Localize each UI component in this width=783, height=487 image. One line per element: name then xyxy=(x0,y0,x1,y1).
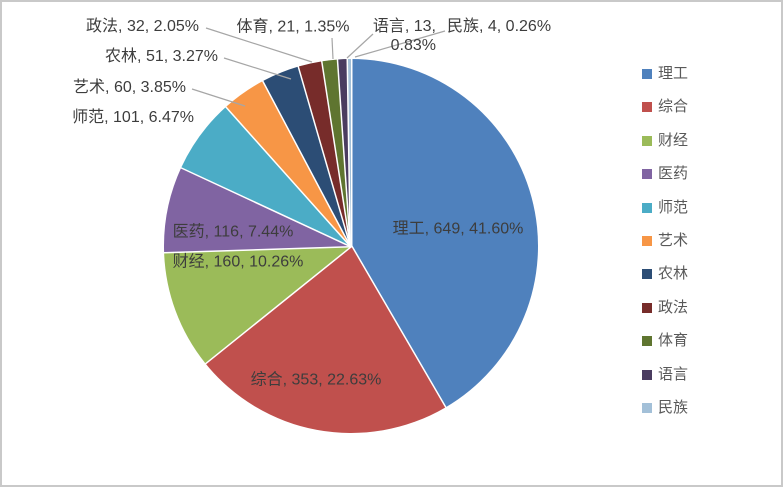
data-label-7: 政法, 32, 2.05% xyxy=(86,18,199,35)
legend-label: 综合 xyxy=(658,98,689,116)
pie-slice-1[interactable] xyxy=(203,244,447,435)
data-label-2: 财经, 160, 10.26% xyxy=(172,253,304,271)
legend-label: 艺术 xyxy=(658,232,689,249)
legend-label: 财经 xyxy=(658,131,689,149)
legend-item-7[interactable]: 政法 xyxy=(642,298,688,318)
legend-item-3[interactable]: 医药 xyxy=(642,164,688,184)
legend-swatch-icon xyxy=(642,336,652,347)
legend-item-1[interactable]: 综合 xyxy=(642,97,688,117)
legend-item-2[interactable]: 财经 xyxy=(642,131,688,151)
legend-label: 医药 xyxy=(658,165,689,183)
leader-line-7 xyxy=(205,27,313,63)
legend-label: 民族 xyxy=(658,399,689,416)
data-label-3: 医药, 116, 7.44% xyxy=(172,223,294,241)
legend-item-6[interactable]: 农林 xyxy=(642,264,688,284)
leader-line-10 xyxy=(354,30,446,58)
legend-swatch-icon xyxy=(642,236,652,246)
leader-line-6 xyxy=(223,57,292,80)
legend-swatch-icon xyxy=(642,135,652,146)
legend-swatch-icon xyxy=(642,302,652,313)
legend-swatch-icon xyxy=(642,169,652,180)
data-label-9: 语言, 13, 0.83% xyxy=(372,18,436,54)
legend-label: 体育 xyxy=(658,332,689,350)
leader-line-5 xyxy=(191,88,246,107)
data-label-4: 师范, 101, 6.47% xyxy=(72,109,194,126)
data-label-1: 综合, 353, 22.63% xyxy=(250,371,382,389)
legend-swatch-icon xyxy=(642,102,652,113)
legend-label: 农林 xyxy=(658,265,689,283)
pie-slice-10[interactable] xyxy=(346,57,353,248)
legend-swatch-icon xyxy=(642,369,652,380)
data-label-5: 艺术, 60, 3.85% xyxy=(73,79,186,96)
legend-swatch-icon xyxy=(642,202,652,213)
legend-label: 政法 xyxy=(658,298,689,316)
leader-line-8 xyxy=(331,37,334,60)
legend-swatch-icon xyxy=(642,269,652,280)
leader-line-9 xyxy=(346,33,374,59)
legend-item-9[interactable]: 语言 xyxy=(642,365,688,385)
data-label-10: 民族, 4, 0.26% xyxy=(447,18,552,35)
legend-item-5[interactable]: 艺术 xyxy=(642,231,688,251)
pie-slice-0[interactable] xyxy=(349,57,540,410)
data-label-6: 农林, 51, 3.27% xyxy=(105,48,218,65)
data-label-8: 体育, 21, 1.35% xyxy=(236,18,350,36)
legend-item-8[interactable]: 体育 xyxy=(642,331,688,351)
legend-item-0[interactable]: 理工 xyxy=(642,64,688,84)
legend-swatch-icon xyxy=(642,69,652,79)
legend-swatch-icon xyxy=(642,403,652,413)
legend-item-4[interactable]: 师范 xyxy=(642,198,688,218)
legend-label: 理工 xyxy=(658,65,689,82)
legend-label: 师范 xyxy=(658,198,689,216)
pie-slice-2[interactable] xyxy=(162,244,353,365)
data-label-0: 理工, 649, 41.60% xyxy=(392,220,524,238)
legend-item-10[interactable]: 民族 xyxy=(642,398,688,418)
legend-label: 语言 xyxy=(658,365,689,383)
